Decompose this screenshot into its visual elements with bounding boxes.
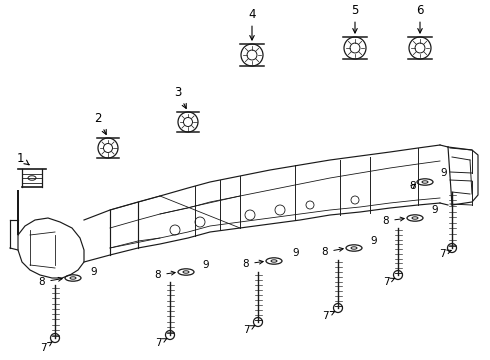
Text: 9: 9 <box>202 260 209 270</box>
Text: 7: 7 <box>243 325 255 335</box>
Text: 7: 7 <box>40 342 52 353</box>
Text: 2: 2 <box>94 112 106 134</box>
Text: 8: 8 <box>383 216 404 226</box>
Text: 8: 8 <box>243 259 263 269</box>
Text: 7: 7 <box>155 338 167 348</box>
Text: 9: 9 <box>90 267 97 277</box>
Text: 7: 7 <box>439 249 451 259</box>
Text: 7: 7 <box>322 311 335 321</box>
Text: 9: 9 <box>440 168 446 178</box>
Text: 9: 9 <box>370 236 377 246</box>
Text: 7: 7 <box>383 277 395 287</box>
Text: 8: 8 <box>155 270 175 280</box>
Text: 5: 5 <box>351 4 359 33</box>
Text: 9: 9 <box>431 205 438 215</box>
Text: 8: 8 <box>39 277 62 287</box>
Text: 4: 4 <box>248 8 256 40</box>
Text: 3: 3 <box>174 85 186 108</box>
Text: 9: 9 <box>292 248 298 258</box>
Text: 6: 6 <box>416 4 424 33</box>
Text: 8: 8 <box>410 181 416 191</box>
Text: 1: 1 <box>16 152 29 165</box>
Text: 8: 8 <box>322 247 343 257</box>
